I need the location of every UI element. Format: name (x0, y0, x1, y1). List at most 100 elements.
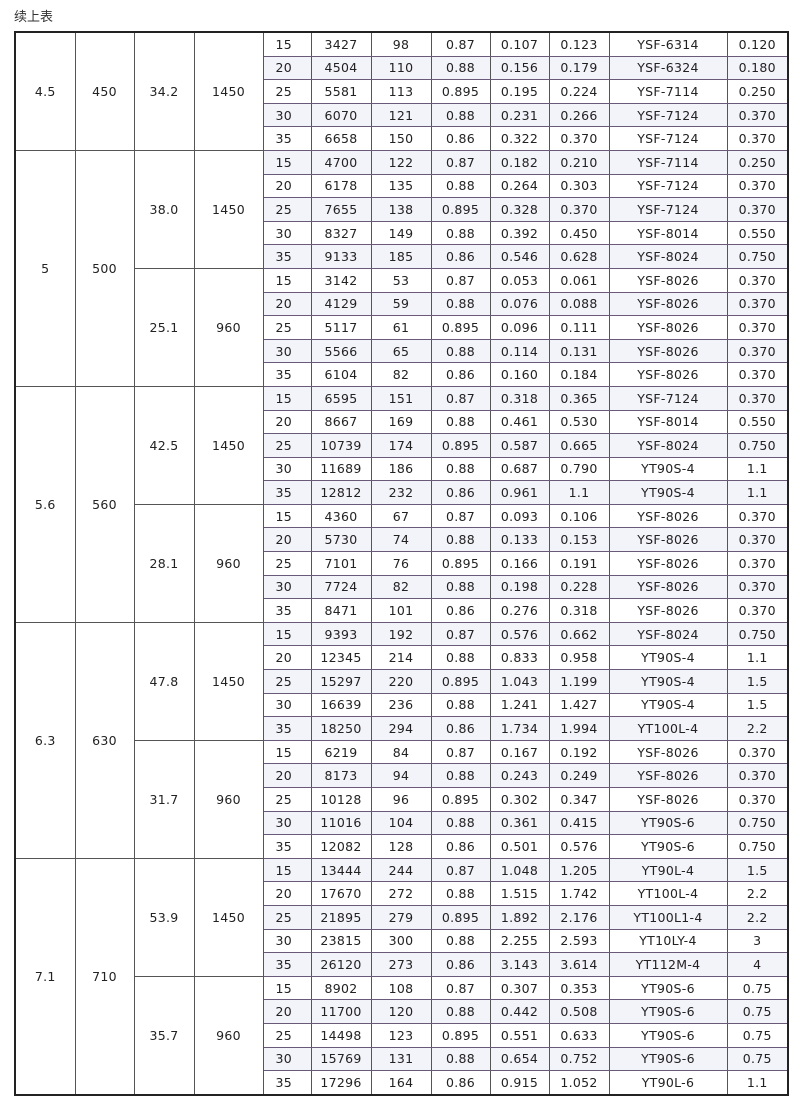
col-9-cell: 0.114 (489, 338, 550, 364)
power-cell: 1.1 (726, 645, 789, 671)
table-row: 35 8471 101 0.86 0.276 0.318 YSF-8026 0.370 (15, 598, 789, 623)
model-cell: YT90S-6 (608, 1022, 728, 1048)
power-cell: 0.750 (726, 834, 789, 859)
col-7-cell: 65 (370, 338, 432, 364)
col-5-cell: 30 (262, 1046, 312, 1072)
col-8-cell: 0.87 (430, 857, 491, 883)
col-9-cell: 0.551 (489, 1022, 550, 1048)
col-9-cell: 0.166 (489, 551, 550, 576)
col-7-cell: 96 (370, 787, 432, 812)
col-10-cell: 0.752 (548, 1046, 610, 1072)
col-5-cell: 15 (262, 267, 312, 293)
col-5-cell: 30 (262, 338, 312, 364)
table-row: 5.6 560 42.5 1450 15 6595 151 0.87 0.318 0.365 YSF… (14, 385, 789, 623)
col-5-cell: 30 (262, 810, 312, 836)
col-5-cell: 30 (262, 456, 312, 482)
col-7-cell: 108 (370, 975, 432, 1001)
col-6-cell: 16639 (310, 692, 372, 718)
col-6-cell: 23815 (310, 928, 372, 954)
table-row: 25 5581 113 0.895 0.195 0.224 YSF-7114 0.250 (15, 79, 789, 104)
table-row: 35 26120 273 0.86 3.143 3.614 YT112M-4 4 (15, 952, 789, 977)
col-6-cell: 6070 (310, 102, 372, 128)
power-cell: 0.370 (726, 102, 789, 128)
power-cell: 0.370 (726, 503, 789, 529)
model-cell: YT10LY-4 (608, 928, 728, 954)
col-10-cell: 0.576 (548, 834, 610, 859)
col-9-cell: 0.392 (489, 220, 550, 246)
col-5-cell: 25 (262, 433, 312, 458)
table-row: 30 15769 131 0.88 0.654 0.752 YT90S-6 0.75 (15, 1046, 789, 1072)
sub-col-3-cell: 28.1 (133, 503, 195, 623)
col-9-cell: 0.182 (489, 149, 550, 175)
power-cell: 0.370 (726, 574, 789, 600)
table-row: 30 7724 82 0.88 0.198 0.228 YSF-8026 0.370 (15, 574, 789, 600)
col-7-cell: 244 (370, 857, 432, 883)
col-8-cell: 0.87 (430, 975, 491, 1001)
col-7-cell: 110 (370, 55, 432, 81)
table-row: 4.5 450 34.2 1450 15 3427 98 0.87 0.107 0.123 YSF-… (14, 31, 789, 151)
col-10-cell: 0.365 (548, 385, 610, 411)
model-cell: YSF-8026 (608, 739, 728, 765)
sub-col-3-cell: 25.1 (133, 267, 195, 387)
col-10-cell: 0.633 (548, 1022, 610, 1048)
power-cell: 0.550 (726, 409, 789, 435)
model-cell: YSF-8024 (608, 621, 728, 647)
col-9-cell: 0.096 (489, 315, 550, 340)
table-row: 30 5566 65 0.88 0.114 0.131 YSF-8026 0.370 (15, 338, 789, 364)
col-10-cell: 1.1 (548, 480, 610, 505)
model-cell: YT90S-6 (608, 834, 728, 859)
col-7-cell: 76 (370, 551, 432, 576)
col-10-cell: 0.415 (548, 810, 610, 836)
col-8-cell: 0.87 (430, 267, 491, 293)
col-8-cell: 0.87 (430, 739, 491, 765)
col-10-cell: 2.176 (548, 904, 610, 930)
col-5-cell: 25 (262, 787, 312, 812)
col-7-cell: 113 (370, 79, 432, 104)
col-9-cell: 0.107 (489, 31, 550, 57)
power-cell: 0.250 (726, 149, 789, 175)
model-cell: YSF-8026 (608, 551, 728, 576)
col-7-cell: 185 (370, 244, 432, 269)
power-cell: 0.370 (726, 787, 789, 812)
col-9-cell: 0.361 (489, 810, 550, 836)
group-col-2-cell: 500 (74, 149, 135, 387)
col-10-cell: 0.061 (548, 267, 610, 293)
col-7-cell: 120 (370, 999, 432, 1024)
group-col-1-cell: 4.5 (14, 31, 76, 151)
col-6-cell: 17670 (310, 881, 372, 906)
power-cell: 3 (726, 928, 789, 954)
power-cell: 0.75 (726, 1046, 789, 1072)
col-5-cell: 25 (262, 197, 312, 222)
col-7-cell: 59 (370, 291, 432, 317)
model-cell: YT100L1-4 (608, 904, 728, 930)
model-cell: YT90S-6 (608, 999, 728, 1024)
table-row: 25 15297 220 0.895 1.043 1.199 YT90S-4 1.5 (15, 669, 789, 694)
col-10-cell: 0.184 (548, 362, 610, 387)
table-row: 30 16639 236 0.88 1.241 1.427 YT90S-4 1.5 (15, 692, 789, 718)
table-row: 20 11700 120 0.88 0.442 0.508 YT90S-6 0.75 (15, 999, 789, 1024)
power-cell: 0.550 (726, 220, 789, 246)
col-5-cell: 25 (262, 1022, 312, 1048)
model-cell: YSF-8024 (608, 433, 728, 458)
col-6-cell: 21895 (310, 904, 372, 930)
col-9-cell: 1.048 (489, 857, 550, 883)
col-10-cell: 0.153 (548, 527, 610, 553)
table-row: 35 6104 82 0.86 0.160 0.184 YSF-8026 0.370 (15, 362, 789, 387)
col-7-cell: 279 (370, 904, 432, 930)
col-10-cell: 0.106 (548, 503, 610, 529)
model-cell: YSF-8024 (608, 244, 728, 269)
table-row: 35 9133 185 0.86 0.546 0.628 YSF-8024 0.750 (15, 244, 789, 269)
col-10-cell: 0.665 (548, 433, 610, 458)
table-row: 30 23815 300 0.88 2.255 2.593 YT10LY-4 3 (15, 928, 789, 954)
col-8-cell: 0.88 (430, 338, 491, 364)
col-8-cell: 0.88 (430, 881, 491, 906)
col-8-cell: 0.88 (430, 409, 491, 435)
col-5-cell: 20 (262, 173, 312, 199)
power-cell: 0.750 (726, 244, 789, 269)
col-7-cell: 169 (370, 409, 432, 435)
sub-col-4-cell: 960 (193, 267, 264, 387)
col-7-cell: 131 (370, 1046, 432, 1072)
col-9-cell: 0.276 (489, 598, 550, 623)
col-5-cell: 30 (262, 220, 312, 246)
power-cell: 0.370 (726, 527, 789, 553)
